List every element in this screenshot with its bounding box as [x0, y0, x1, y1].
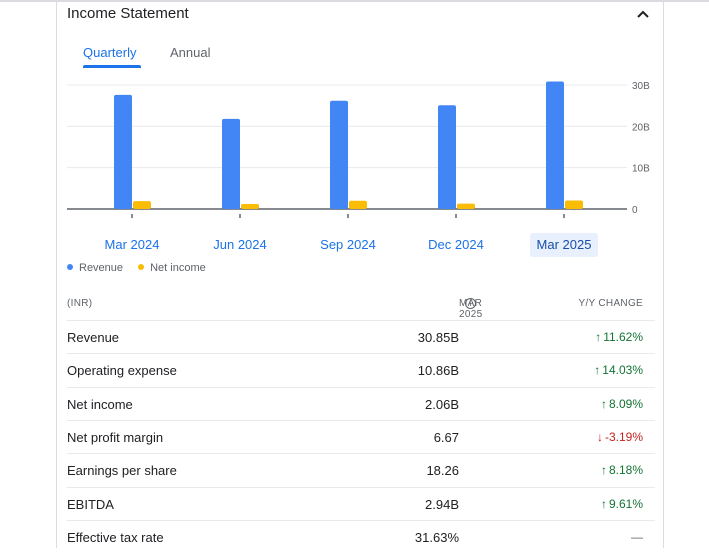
arrow-down-icon: ↓ — [596, 429, 603, 444]
arrow-up-icon: ↑ — [600, 496, 607, 511]
table-row: EBITDA 2.94B ↑ 9.61% — [67, 486, 655, 521]
table-header: (INR) MAR 2025 i Y/Y CHANGE — [67, 298, 643, 320]
tab-quarterly[interactable]: Quarterly — [83, 45, 137, 60]
table-row: Effective tax rate 31.63% — — [67, 519, 655, 554]
table-row: Net profit margin 6.67 ↓ -3.19% — [67, 419, 655, 454]
row-change: ↑ 9.61% — [601, 497, 643, 511]
row-value: 30.85B — [417, 330, 459, 345]
row-metric: EBITDA — [67, 496, 114, 512]
income-statement-card: Income Statement Quarterly Annual 0 10B 20… — [56, 0, 664, 548]
revenue-bar — [222, 118, 240, 209]
arrow-up-icon: ↑ — [594, 363, 601, 378]
row-change: ↓ -3.19% — [597, 430, 643, 444]
info-icon[interactable]: i — [465, 298, 476, 309]
y-tick-label: 10B — [632, 164, 650, 175]
revenue-dot-icon — [67, 264, 73, 271]
x-axis-label[interactable]: Jun 2024 — [213, 237, 267, 252]
row-change: ↑ 11.62% — [595, 330, 643, 344]
row-value: 2.94B — [425, 496, 459, 512]
chevron-up-icon[interactable] — [633, 4, 653, 24]
active-tab-indicator — [83, 65, 141, 68]
x-axis-label[interactable]: Sep 2024 — [320, 237, 376, 252]
net-income-bar — [241, 204, 259, 209]
change-value: — — [631, 529, 643, 544]
row-change: ↑ 8.09% — [601, 397, 643, 411]
row-metric: Revenue — [67, 330, 120, 345]
row-change: ↑ 8.18% — [601, 463, 643, 477]
revenue-bar — [546, 81, 564, 209]
y-tick-label: 20B — [632, 122, 650, 133]
row-value: 31.63% — [414, 529, 459, 545]
revenue-chart: 0 10B 20B 30B — [67, 81, 650, 218]
change-value: 8.18% — [608, 463, 643, 478]
change-value: -3.19% — [604, 429, 643, 444]
card-title: Income Statement — [67, 5, 189, 22]
arrow-up-icon: ↑ — [600, 463, 607, 478]
net-income-bar — [349, 200, 367, 209]
net-income-bar — [133, 201, 151, 209]
header-yoy-change: Y/Y CHANGE — [578, 298, 643, 309]
revenue-bar — [330, 100, 348, 209]
change-value: 11.62% — [603, 330, 643, 344]
change-value: 8.09% — [608, 396, 643, 411]
arrow-up-icon: ↑ — [595, 330, 602, 344]
revenue-bar — [438, 105, 456, 209]
legend-item-revenue: Revenue — [67, 262, 123, 274]
x-axis-label[interactable]: Mar 2024 — [104, 237, 160, 252]
row-value: 2.06B — [425, 396, 459, 412]
header-currency: (INR) — [67, 298, 93, 309]
net-income-bar — [457, 203, 475, 209]
y-tick-label: 30B — [632, 81, 650, 92]
row-value: 10.86B — [417, 363, 459, 379]
row-metric: Operating expense — [67, 363, 177, 379]
row-value: 18.26 — [426, 463, 459, 479]
y-tick-label: 0 — [632, 205, 638, 216]
table-row: Net income 2.06B ↑ 8.09% — [67, 386, 655, 421]
table-row: Operating expense 10.86B ↑ 14.03% — [67, 353, 655, 387]
x-axis-label[interactable]: Mar 2025 — [530, 233, 598, 257]
table-row: Revenue 30.85B ↑ 11.62% — [67, 320, 655, 354]
change-value: 14.03% — [602, 363, 643, 378]
row-metric: Earnings per share — [67, 463, 177, 479]
row-value: 6.67 — [433, 429, 459, 445]
row-metric: Effective tax rate — [67, 529, 164, 545]
row-metric: Net profit margin — [67, 429, 164, 445]
legend-item-net-income: Net income — [138, 262, 206, 274]
arrow-up-icon: ↑ — [600, 396, 607, 411]
x-axis-label[interactable]: Dec 2024 — [428, 237, 484, 252]
row-change: — — [631, 530, 643, 544]
change-value: 9.61% — [608, 496, 643, 511]
net-income-dot-icon — [138, 264, 145, 271]
chart-legend: Revenue Net income — [67, 262, 218, 274]
row-metric: Net income — [67, 396, 133, 412]
revenue-bar — [114, 94, 132, 209]
tab-annual[interactable]: Annual — [170, 45, 211, 60]
top-divider — [0, 0, 709, 2]
net-income-bar — [565, 200, 583, 209]
row-change: ↑ 14.03% — [594, 363, 643, 377]
table-row: Earnings per share 18.26 ↑ 8.18% — [67, 453, 655, 487]
